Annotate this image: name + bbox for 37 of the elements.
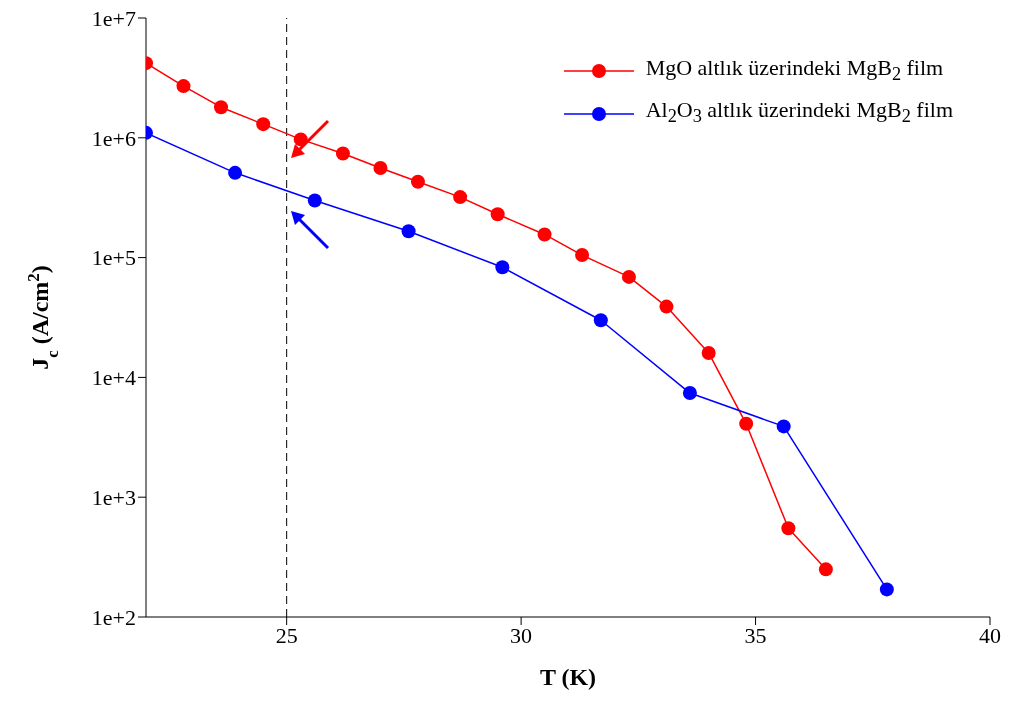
x-axis-title: T (K) <box>539 664 597 690</box>
y-tick-label: 1e+2 <box>91 604 136 630</box>
point <box>701 345 716 360</box>
point <box>537 227 552 242</box>
point <box>176 79 191 94</box>
point <box>621 269 636 284</box>
point <box>256 117 271 132</box>
point <box>214 100 229 115</box>
point <box>495 260 510 275</box>
y-tick-label: 1e+3 <box>91 485 136 511</box>
legend-label: MgO altlık üzerindeki MgB$_{2}$ film <box>645 54 944 87</box>
x-tick-label: 40 <box>979 622 1001 648</box>
point <box>401 224 416 239</box>
x-tick-label: 30 <box>510 622 533 648</box>
point <box>776 419 791 434</box>
point <box>490 207 505 222</box>
y-tick-label: 1e+7 <box>91 5 136 31</box>
point <box>453 190 468 205</box>
point <box>818 562 833 577</box>
point <box>410 174 425 189</box>
legend-label: Al$_{2}$O$_{3}$ altlık üzerindeki MgB$_{2}$ film <box>645 96 953 129</box>
point <box>307 193 322 208</box>
point <box>575 248 590 263</box>
y-tick-label: 1e+5 <box>91 245 136 271</box>
x-tick-label: 35 <box>744 622 767 648</box>
point <box>335 146 350 161</box>
point <box>228 165 243 180</box>
y-tick-label: 1e+4 <box>91 365 136 391</box>
point <box>373 160 388 175</box>
point <box>593 313 608 328</box>
point <box>879 582 894 597</box>
x-tick-label: 25 <box>275 622 298 648</box>
point <box>682 386 697 401</box>
y-tick-label: 1e+6 <box>91 125 136 151</box>
point <box>781 521 796 536</box>
point <box>739 416 754 431</box>
point <box>659 299 674 314</box>
